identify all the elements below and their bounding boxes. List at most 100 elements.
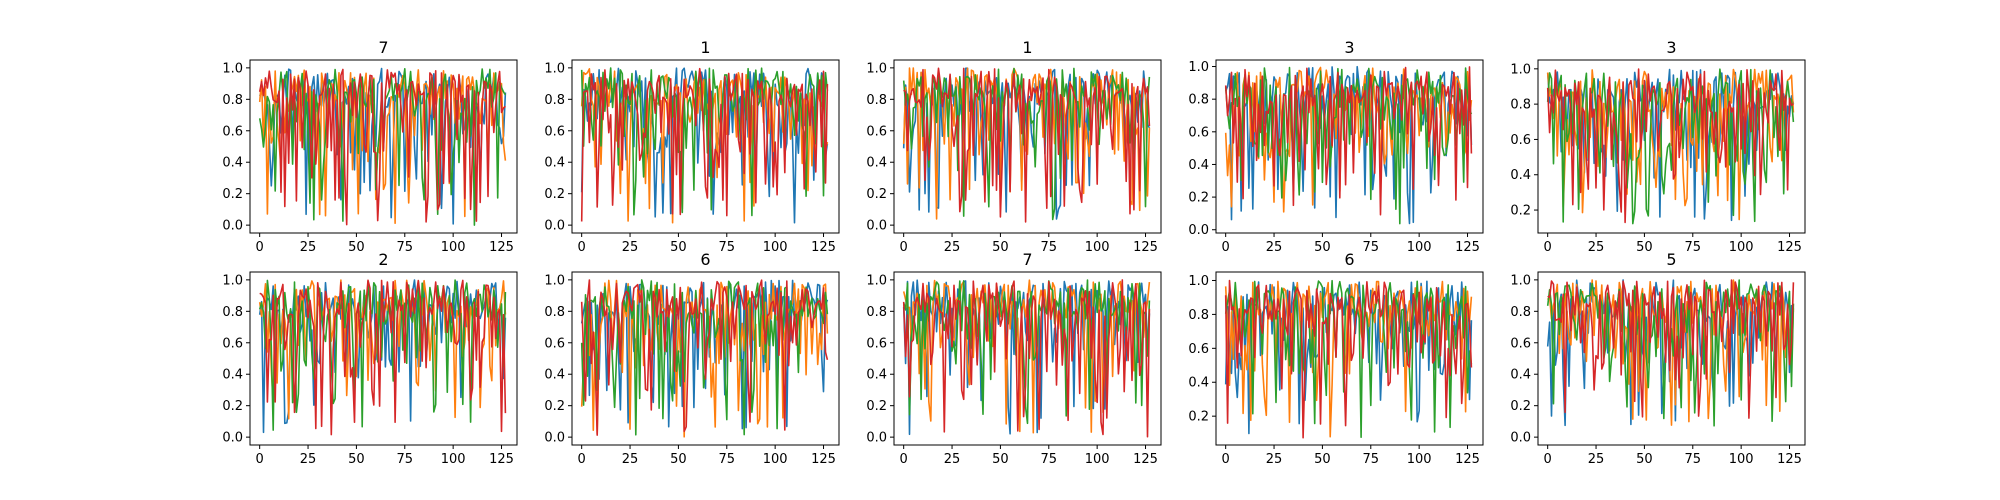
subplot-title: 6 — [700, 250, 710, 269]
x-tick-label: 75 — [719, 452, 736, 467]
x-tick-label: 50 — [670, 452, 687, 467]
x-tick-label: 50 — [1314, 240, 1331, 255]
subplot-title: 1 — [1022, 38, 1032, 57]
x-tick-label: 0 — [578, 240, 586, 255]
x-tick-label: 125 — [489, 452, 514, 467]
y-tick-label: 0.6 — [222, 336, 243, 351]
axes-frame — [1537, 59, 1806, 234]
x-tick-label: 125 — [1133, 452, 1158, 467]
subplot-title: 7 — [378, 38, 388, 57]
subplot-7: 0 25 50 75 100 125 0.0 0.2 0.4 0.6 0.8 1.0 6 — [544, 250, 840, 467]
x-tick-label: 100 — [1085, 452, 1110, 467]
x-tick-label: 125 — [1777, 452, 1802, 467]
x-tick-label: 0 — [900, 240, 908, 255]
x-tick-label: 125 — [1133, 240, 1158, 255]
y-tick-label: 0.4 — [222, 368, 243, 383]
series-line-4 — [580, 279, 829, 436]
x-tick-label: 50 — [1636, 452, 1653, 467]
y-tick-label: 0.8 — [222, 305, 243, 320]
y-tick-label: 0.4 — [1510, 368, 1531, 383]
x-tick-label: 100 — [763, 240, 788, 255]
subplot-title: 5 — [1666, 250, 1676, 269]
x-tick-label: 75 — [1363, 240, 1380, 255]
y-tick-label: 0.2 — [1510, 204, 1531, 219]
x-tick-label: 75 — [1685, 452, 1702, 467]
y-tick-label: 0.0 — [1510, 431, 1531, 446]
y-tick-label: 0.4 — [544, 156, 565, 171]
y-tick-label: 0.6 — [544, 336, 565, 351]
x-tick-label: 75 — [719, 240, 736, 255]
y-tick-label: 0.4 — [544, 368, 565, 383]
y-tick-label: 1.0 — [222, 61, 243, 76]
x-tick-label: 50 — [348, 452, 365, 467]
subplot-4: 0 25 50 75 100 125 0.0 0.2 0.4 0.6 0.8 1.0 3 — [1188, 38, 1484, 255]
x-tick-label: 50 — [1314, 452, 1331, 467]
y-tick-label: 1.0 — [866, 273, 887, 288]
y-tick-label: 0.0 — [866, 431, 887, 446]
x-tick-label: 100 — [441, 452, 466, 467]
series-line-3 — [902, 67, 1151, 221]
y-tick-label: 0.0 — [544, 431, 565, 446]
y-tick-label: 0.8 — [544, 93, 565, 108]
y-tick-label: 0.8 — [1510, 305, 1531, 320]
y-tick-label: 0.2 — [1188, 410, 1209, 425]
x-tick-label: 125 — [489, 240, 514, 255]
axes-frame — [893, 59, 1162, 234]
x-tick-label: 125 — [1455, 452, 1480, 467]
subplot-title: 3 — [1666, 38, 1676, 57]
series-line-4 — [1547, 279, 1795, 419]
y-tick-label: 1.0 — [866, 61, 887, 76]
x-tick-label: 75 — [1041, 240, 1058, 255]
x-tick-label: 25 — [622, 240, 639, 255]
y-tick-label: 1.0 — [544, 273, 565, 288]
y-tick-label: 0.2 — [866, 399, 887, 414]
y-tick-label: 0.2 — [1188, 191, 1209, 206]
x-tick-label: 50 — [992, 452, 1009, 467]
y-tick-label: 0.0 — [222, 431, 243, 446]
y-tick-label: 1.0 — [1510, 62, 1531, 77]
subplot-5: 0 25 50 75 100 125 0.2 0.4 0.6 0.8 1.0 3 — [1510, 38, 1806, 255]
x-tick-label: 50 — [348, 240, 365, 255]
y-tick-label: 0.8 — [544, 305, 565, 320]
x-tick-label: 0 — [1222, 240, 1230, 255]
y-tick-label: 0.0 — [1188, 223, 1209, 238]
subplot-9: 0 25 50 75 100 125 0.2 0.4 0.6 0.8 1.0 6 — [1188, 250, 1484, 467]
y-tick-label: 1.0 — [1188, 274, 1209, 289]
y-tick-label: 0.2 — [1510, 399, 1531, 414]
series-line-4 — [1224, 66, 1473, 216]
y-tick-label: 0.8 — [1188, 93, 1209, 108]
y-tick-label: 0.0 — [222, 219, 243, 234]
x-tick-label: 100 — [763, 452, 788, 467]
x-tick-label: 75 — [397, 240, 414, 255]
y-tick-label: 0.8 — [866, 93, 887, 108]
x-tick-label: 25 — [1588, 240, 1605, 255]
y-tick-label: 0.2 — [544, 399, 565, 414]
subplot-title: 6 — [1344, 250, 1354, 269]
x-tick-label: 25 — [1588, 452, 1605, 467]
x-tick-label: 125 — [811, 240, 836, 255]
y-tick-label: 0.6 — [1188, 125, 1209, 140]
y-tick-label: 0.4 — [222, 156, 243, 171]
x-tick-label: 0 — [578, 452, 586, 467]
x-tick-label: 25 — [622, 452, 639, 467]
y-tick-label: 0.4 — [1188, 158, 1209, 173]
subplot-2: 0 25 50 75 100 125 0.0 0.2 0.4 0.6 0.8 1.0 1 — [544, 38, 840, 255]
x-tick-label: 25 — [300, 240, 317, 255]
x-tick-label: 25 — [1266, 240, 1283, 255]
y-tick-label: 0.0 — [544, 219, 565, 234]
x-tick-label: 100 — [1729, 240, 1754, 255]
x-tick-label: 100 — [441, 240, 466, 255]
x-tick-label: 100 — [1407, 240, 1432, 255]
y-tick-label: 0.8 — [1510, 98, 1531, 113]
x-tick-label: 100 — [1729, 452, 1754, 467]
y-tick-label: 0.6 — [866, 336, 887, 351]
y-tick-label: 0.8 — [222, 93, 243, 108]
x-tick-label: 0 — [1544, 240, 1552, 255]
axes-frame — [1537, 271, 1806, 446]
y-tick-label: 1.0 — [1510, 273, 1531, 288]
series-line-4 — [259, 279, 507, 436]
x-tick-label: 125 — [811, 452, 836, 467]
series-line-4 — [903, 67, 1151, 223]
y-tick-label: 0.6 — [222, 124, 243, 139]
